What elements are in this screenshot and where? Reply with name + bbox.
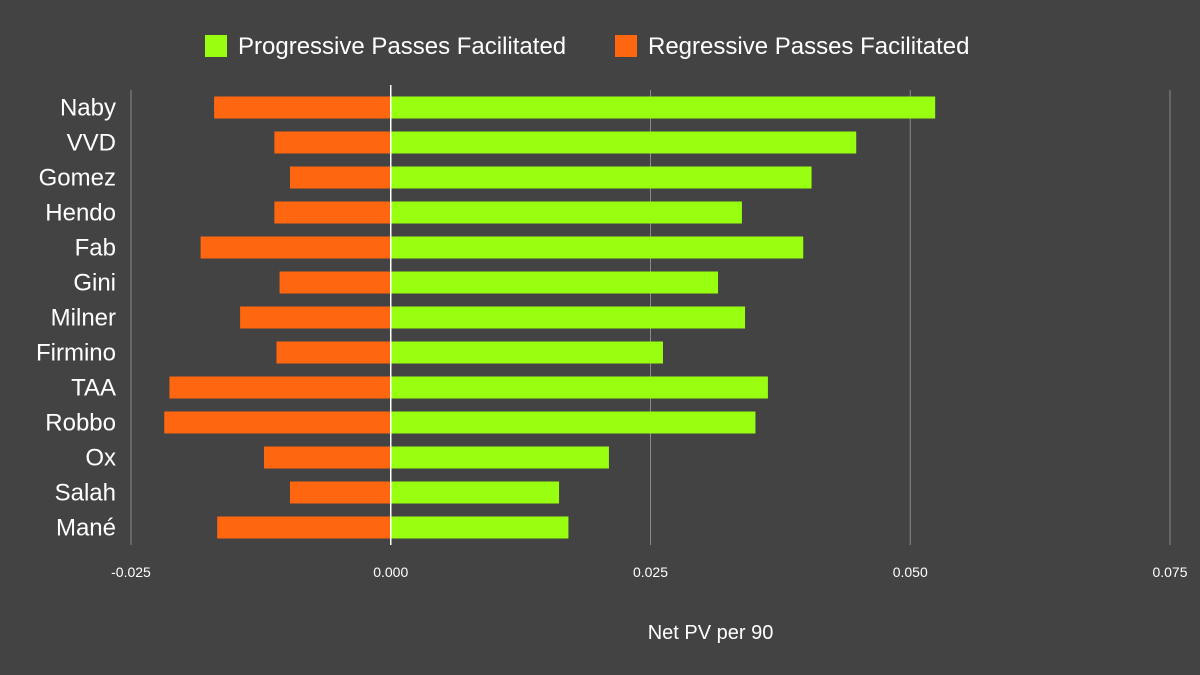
x-tick-label: 0.025 — [633, 564, 668, 580]
regressive-bar — [263, 446, 391, 469]
x-tick-label: -0.025 — [111, 564, 151, 580]
gridlines — [130, 90, 1171, 545]
regressive-bar — [279, 271, 391, 294]
category-label: Fab — [75, 235, 116, 262]
progressive-bar — [390, 236, 804, 259]
progressive-bar — [390, 411, 756, 434]
x-axis-title: Net PV per 90 — [648, 622, 774, 644]
progressive-bar — [390, 166, 812, 189]
category-label: TAA — [71, 375, 116, 402]
legend-label-progressive: Progressive Passes Facilitated — [238, 33, 566, 60]
progressive-bar — [390, 376, 768, 399]
category-label: VVD — [67, 130, 116, 157]
progressive-bar — [390, 306, 746, 329]
regressive-bar — [214, 96, 391, 119]
regressive-bar — [240, 306, 391, 329]
category-label: Robbo — [45, 410, 116, 437]
category-label: Hendo — [45, 200, 116, 227]
progressive-bar — [390, 341, 663, 364]
legend-swatch-regressive — [615, 35, 637, 57]
progressive-bar — [390, 446, 609, 469]
category-label: Salah — [55, 480, 116, 507]
regressive-bar — [200, 236, 391, 259]
progressive-bar — [390, 271, 719, 294]
category-label: Mané — [56, 515, 116, 542]
category-label: Firmino — [36, 340, 116, 367]
legend-swatch-progressive — [205, 35, 227, 57]
progressive-bar — [390, 131, 857, 154]
regressive-bar — [169, 376, 391, 399]
legend-label-regressive: Regressive Passes Facilitated — [648, 33, 969, 60]
category-label: Ox — [85, 445, 116, 472]
regressive-bar — [274, 201, 391, 224]
category-label: Gini — [73, 270, 116, 297]
regressive-bar — [276, 341, 391, 364]
progressive-bar — [390, 481, 560, 504]
regressive-bar — [289, 166, 391, 189]
category-labels: Naby VVD Gomez Hendo Fab Gini Milner Firmino TAA… — [36, 95, 116, 542]
progressive-bar — [390, 96, 936, 119]
bars — [164, 96, 936, 539]
category-label: Naby — [60, 95, 116, 122]
regressive-bar — [164, 411, 391, 434]
category-label: Milner — [51, 305, 116, 332]
category-label: Gomez — [39, 165, 116, 192]
x-tick-label: 0.050 — [893, 564, 928, 580]
regressive-bar — [217, 516, 391, 539]
legend: Progressive Passes Facilitated Regressiv… — [205, 33, 969, 60]
x-tick-label: 0.075 — [1152, 564, 1187, 580]
progressive-bar — [390, 201, 742, 224]
regressive-bar — [289, 481, 391, 504]
x-tick-label: 0.000 — [373, 564, 408, 580]
x-tick-labels: -0.025 0.000 0.025 0.050 0.075 — [111, 564, 1188, 580]
regressive-bar — [274, 131, 391, 154]
progressive-bar — [390, 516, 569, 539]
